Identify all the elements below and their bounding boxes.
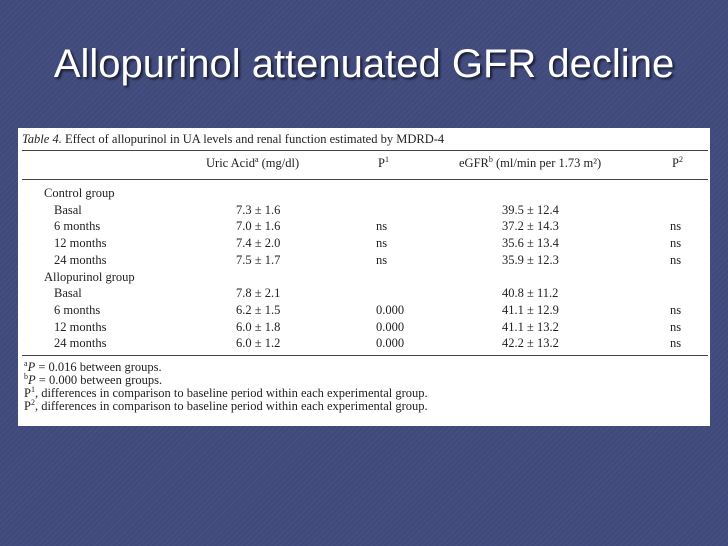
header-egfr: eGFRb (ml/min per 1.73 m²) <box>459 154 602 170</box>
cell-label: Basal <box>54 286 82 301</box>
footnote-b: bP = 0.000 between groups. <box>24 371 163 387</box>
cell-egfr: 37.2 ± 14.3 <box>502 219 559 234</box>
cell-ua: 6.0 ± 1.8 <box>236 319 281 334</box>
cell-p2: ns <box>670 219 682 234</box>
cell-p1: 0.000 <box>376 302 405 317</box>
table-rule-header <box>22 179 708 180</box>
cell-p2: ns <box>670 236 682 251</box>
cell-egfr: 35.6 ± 13.4 <box>502 236 559 251</box>
cell-label: 24 months <box>54 252 107 267</box>
header-p2: P2 <box>672 154 683 170</box>
table-caption: Table 4. Effect of allopurinol in UA lev… <box>22 132 444 147</box>
table-rule-bottom <box>22 355 708 356</box>
footnote-p1: P1, differences in comparison to baselin… <box>24 384 428 400</box>
cell-ua: 7.8 ± 2.1 <box>236 286 281 301</box>
cell-ua: 7.3 ± 1.6 <box>236 202 281 217</box>
caption-text: Effect of allopurinol in UA levels and r… <box>64 132 445 146</box>
cell-label: 12 months <box>54 236 107 251</box>
cell-label: 6 months <box>54 302 101 317</box>
group-heading: Allopurinol group <box>44 269 135 284</box>
cell-label: Basal <box>54 202 82 217</box>
cell-p2: ns <box>670 319 682 334</box>
caption-label: Table 4. <box>22 132 62 146</box>
cell-egfr: 41.1 ± 12.9 <box>502 302 559 317</box>
results-table: Table 4. Effect of allopurinol in UA lev… <box>18 128 710 426</box>
footnote-p2: P2, differences in comparison to baselin… <box>24 397 428 413</box>
cell-egfr: 40.8 ± 11.2 <box>502 286 559 301</box>
header-p1: P1 <box>378 154 389 170</box>
cell-label: 24 months <box>54 336 107 351</box>
cell-ua: 7.5 ± 1.7 <box>236 252 281 267</box>
cell-ua: 6.2 ± 1.5 <box>236 302 281 317</box>
cell-ua: 7.0 ± 1.6 <box>236 219 281 234</box>
cell-p2: ns <box>670 252 682 267</box>
footnote-a: aP = 0.016 between groups. <box>24 358 162 374</box>
cell-p2: ns <box>670 302 682 317</box>
group-heading: Control group <box>44 186 115 200</box>
slide-title: Allopurinol attenuated GFR decline <box>53 42 675 86</box>
cell-p2: ns <box>670 336 682 351</box>
cell-p1: ns <box>376 236 388 251</box>
cell-p1: ns <box>376 252 388 267</box>
cell-label: 12 months <box>54 319 107 334</box>
cell-egfr: 42.2 ± 13.2 <box>502 336 559 351</box>
cell-egfr: 39.5 ± 12.4 <box>502 202 559 217</box>
cell-p1: ns <box>376 219 388 234</box>
cell-p1: 0.000 <box>376 319 405 334</box>
cell-ua: 7.4 ± 2.0 <box>236 236 281 251</box>
cell-label: 6 months <box>54 219 101 234</box>
cell-p1: 0.000 <box>376 336 405 351</box>
cell-egfr: 41.1 ± 13.2 <box>502 319 559 334</box>
header-uric-acid: Uric Acida (mg/dl) <box>206 154 300 170</box>
cell-egfr: 35.9 ± 12.3 <box>502 252 559 267</box>
table-rule-top <box>22 150 708 151</box>
cell-ua: 6.0 ± 1.2 <box>236 336 281 351</box>
